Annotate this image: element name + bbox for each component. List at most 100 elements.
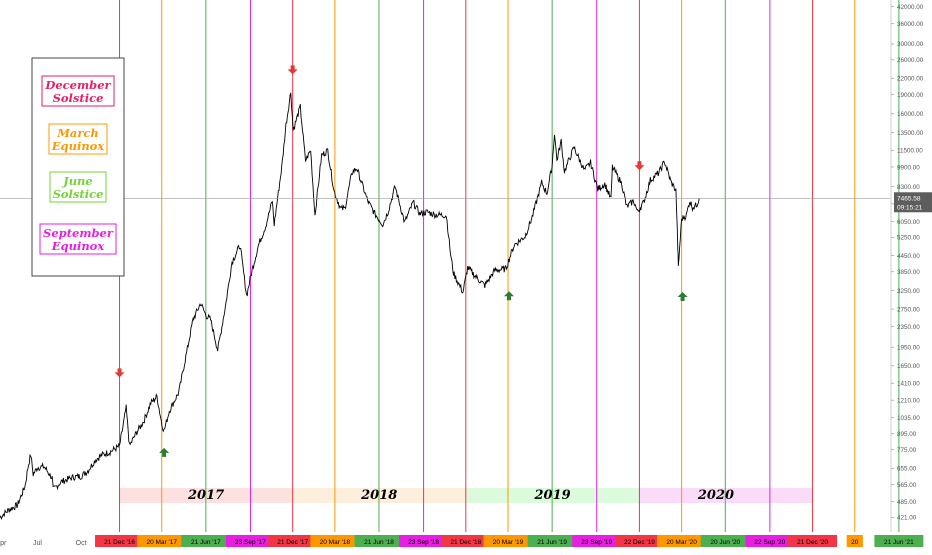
year-labels: 2017 2018 2019 2020 bbox=[187, 488, 734, 503]
event-date-label: 21 Dec '18 bbox=[450, 539, 481, 546]
legend-label-line2: Solstice bbox=[53, 91, 104, 105]
year-label-2020: 2020 bbox=[697, 488, 734, 503]
y-tick-label: 8300.00 bbox=[897, 184, 920, 191]
countdown-label: 09:15:21 bbox=[897, 204, 923, 211]
event-date-box bbox=[572, 535, 622, 547]
y-tick-label: 5250.00 bbox=[897, 235, 920, 242]
y-tick-label: 22000.00 bbox=[897, 76, 924, 83]
legend-label-line1: September bbox=[43, 226, 114, 240]
legend-item-march bbox=[48, 123, 108, 155]
price-series bbox=[0, 92, 890, 520]
arrow-down-icon bbox=[114, 368, 125, 378]
event-date-box bbox=[95, 535, 145, 547]
y-tick-label: 3250.00 bbox=[897, 288, 920, 295]
event-date-box bbox=[527, 535, 577, 547]
year-label-2019: 2019 bbox=[534, 488, 571, 503]
arrow-down-icon bbox=[634, 161, 645, 171]
event-date-label: 20 bbox=[851, 539, 859, 546]
year-bands bbox=[119, 488, 813, 503]
event-date-box bbox=[657, 535, 707, 547]
event-date-box bbox=[788, 535, 838, 547]
y-tick-label: 2350.00 bbox=[897, 324, 920, 331]
event-date-box bbox=[846, 535, 863, 547]
y-tick-label: 2750.00 bbox=[897, 306, 920, 313]
y-tick-label: 565.00 bbox=[897, 482, 917, 489]
y-tick-label: 9900.00 bbox=[897, 164, 920, 171]
event-date-label: 21 Jun '17 bbox=[191, 539, 221, 546]
x-tick-label: Oct bbox=[76, 540, 87, 547]
event-date-box bbox=[268, 535, 318, 547]
legend-item-june bbox=[49, 171, 107, 203]
event-date-label: 23 Sep '17 bbox=[235, 539, 266, 546]
x-tick-label: Apr bbox=[0, 540, 7, 547]
event-date-box bbox=[745, 535, 795, 547]
x-tick-label: Jul bbox=[33, 540, 42, 547]
legend-label-line2: Equinox bbox=[51, 139, 105, 153]
arrow-up-icon bbox=[159, 447, 170, 457]
event-date-label: 21 Jun '18 bbox=[364, 539, 394, 546]
y-tick-label: 30000.00 bbox=[897, 41, 924, 48]
year-label-2017: 2017 bbox=[187, 488, 224, 503]
event-date-box bbox=[225, 535, 275, 547]
event-date-box bbox=[700, 535, 750, 547]
legend-label-line1: June bbox=[61, 174, 92, 188]
legend-label-line1: March bbox=[56, 126, 99, 140]
y-tick-label: 4450.00 bbox=[897, 253, 920, 260]
legend-label-line2: Equinox bbox=[51, 239, 105, 253]
event-date-label: 22 Dec '19 bbox=[624, 539, 655, 546]
event-date-box bbox=[483, 535, 533, 547]
event-date-label: 23 Sep '18 bbox=[408, 539, 439, 546]
price-line bbox=[0, 92, 700, 520]
event-date-label: 22 Sep '20 bbox=[754, 539, 785, 546]
y-tick-label: 1210.00 bbox=[897, 397, 920, 404]
y-tick-label: 26000.00 bbox=[897, 57, 924, 64]
y-tick-label: 655.00 bbox=[897, 466, 917, 473]
event-lines bbox=[119, 0, 900, 532]
event-date-box bbox=[399, 535, 449, 547]
event-date-label: 20 Mar '20 bbox=[666, 539, 697, 546]
event-date-box bbox=[614, 535, 664, 547]
y-tick-label: 42000.00 bbox=[897, 4, 924, 11]
event-date-label: 20 Mar '19 bbox=[493, 539, 524, 546]
event-date-label: 21 Dec '17 bbox=[277, 539, 308, 546]
y-tick-label: 6050.00 bbox=[897, 219, 920, 226]
y-tick-label: 1650.00 bbox=[897, 363, 920, 370]
arrow-up-icon bbox=[677, 291, 688, 301]
event-date-box bbox=[441, 535, 491, 547]
event-date-label: 21 Dec '20 bbox=[797, 539, 828, 546]
y-tick-label: 421.00 bbox=[897, 515, 917, 522]
y-tick-label: 19000.00 bbox=[897, 92, 924, 99]
y-tick-label: 1950.00 bbox=[897, 345, 920, 352]
legend-item-september bbox=[39, 223, 117, 255]
event-arrows bbox=[114, 65, 688, 457]
y-axis: 421.00 485.00 565.00 655.00 775.00 895.00 1035… bbox=[890, 0, 932, 532]
legend: DecemberSolsticeMarchEquinoxJuneSolstice… bbox=[31, 57, 125, 277]
y-tick-label: 485.00 bbox=[897, 499, 917, 506]
event-date-label: 21 Jun '19 bbox=[537, 539, 567, 546]
event-date-label: 21 Jun '21 bbox=[884, 539, 914, 546]
legend-label-line2: Solstice bbox=[53, 187, 104, 201]
y-tick-label: 1410.00 bbox=[897, 381, 920, 388]
event-date-box bbox=[354, 535, 404, 547]
event-date-label: 20 Mar '17 bbox=[146, 539, 177, 546]
arrow-up-icon bbox=[503, 291, 514, 301]
event-date-box bbox=[137, 535, 187, 547]
legend-item-december bbox=[41, 75, 115, 107]
current-price-label: 7465.58 bbox=[897, 195, 921, 202]
y-tick-label: 36000.00 bbox=[897, 21, 924, 28]
year-label-2018: 2018 bbox=[360, 488, 397, 503]
y-tick-label: 13500.00 bbox=[897, 130, 924, 137]
event-date-label: 21 Dec '16 bbox=[104, 539, 135, 546]
x-axis: 21 Dec '16 20 Mar '17 21 Jun '17 23 Sep '17… bbox=[0, 535, 924, 547]
y-tick-label: 16000.00 bbox=[897, 111, 924, 118]
arrow-down-icon bbox=[287, 65, 298, 75]
event-date-box bbox=[310, 535, 360, 547]
event-date-label: 23 Sep '19 bbox=[581, 539, 612, 546]
current-price-badge bbox=[894, 192, 932, 213]
y-tick-label: 895.00 bbox=[897, 431, 917, 438]
y-tick-label: 3850.00 bbox=[897, 269, 920, 276]
legend-label-line1: December bbox=[44, 78, 111, 92]
year-band-2020 bbox=[639, 488, 813, 503]
